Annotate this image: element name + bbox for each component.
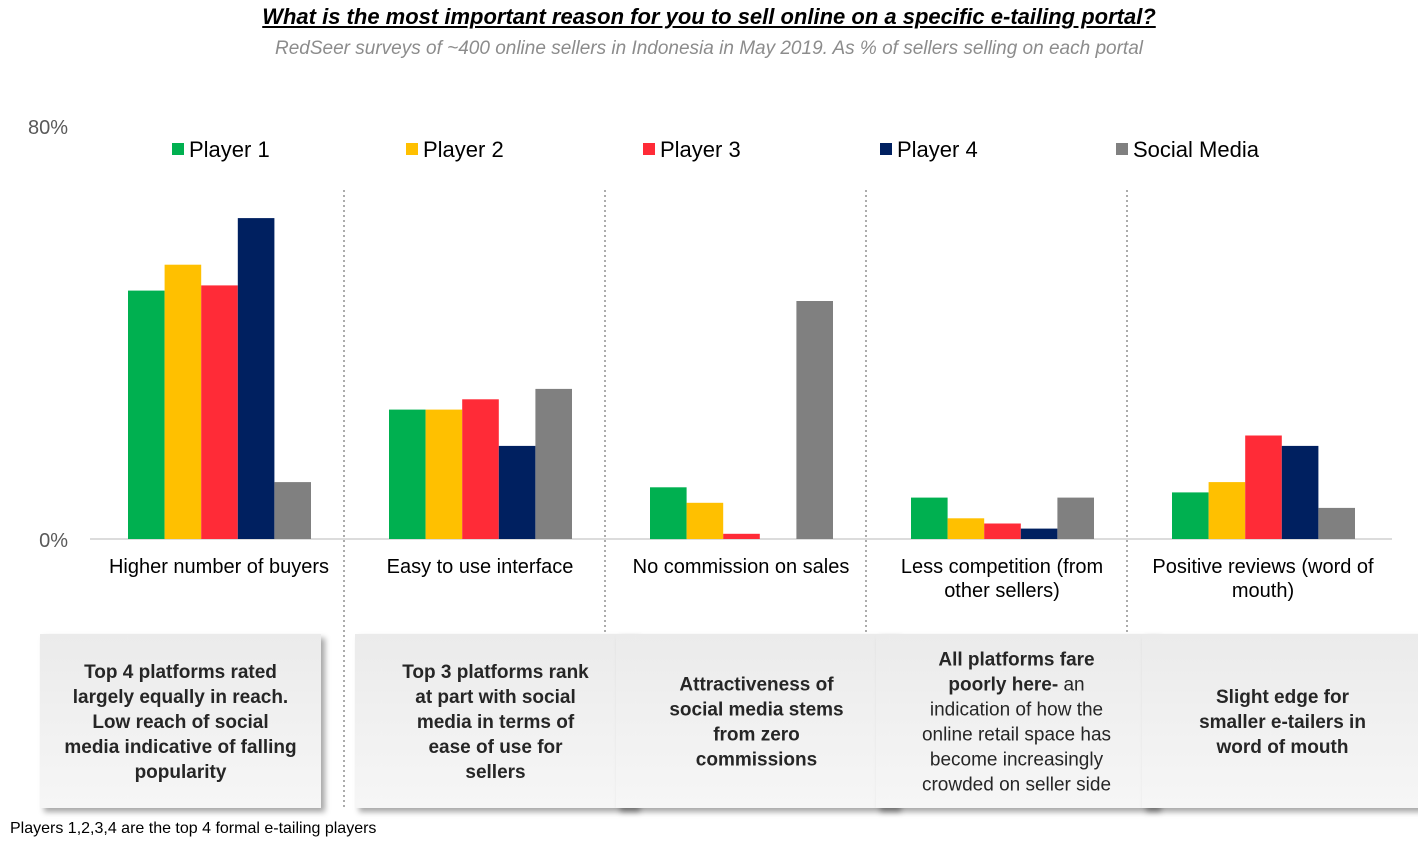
insight-text-line: sellers (465, 762, 525, 783)
insight-text: media indicative of falling (64, 737, 296, 758)
insight-text: social media stems (669, 700, 843, 721)
bar (1057, 497, 1094, 539)
bar (201, 285, 238, 539)
insight-text-line: popularity (135, 762, 227, 783)
insight-text-line: at part with social (415, 687, 575, 708)
insight-text-line: word of mouth (1216, 737, 1349, 758)
bar (686, 502, 724, 539)
legend-label: Social Media (1133, 137, 1260, 162)
bar (984, 523, 1021, 539)
insight-text-line: media indicative of falling (64, 737, 296, 758)
x-tick-label: Less competition (from (901, 556, 1103, 578)
bar (535, 388, 572, 539)
insight-text: largely equally in reach. (73, 687, 288, 708)
insight-text: online retail space has (922, 725, 1111, 746)
legend-swatch (643, 143, 655, 155)
insight-text-line: Top 4 platforms rated (84, 662, 277, 683)
insight-text-line: commissions (696, 750, 817, 771)
insight-text-line: All platforms fare (938, 650, 1094, 671)
insight-text-line: from zero (713, 725, 800, 746)
legend-label: Player 4 (897, 137, 978, 162)
bar (498, 445, 536, 539)
chart-subtitle: RedSeer surveys of ~400 online sellers i… (275, 38, 1143, 59)
bar (462, 399, 499, 539)
legend-label: Player 2 (423, 137, 504, 162)
bar (237, 218, 275, 539)
y-tick-label: 0% (39, 530, 68, 552)
bar (650, 487, 687, 540)
chart-title: What is the most important reason for yo… (262, 4, 1156, 29)
bar (796, 301, 833, 539)
insight-text: Slight edge for (1216, 687, 1350, 708)
insight-text-line: indication of how the (930, 700, 1103, 721)
bar (1318, 507, 1355, 539)
insight-box (355, 634, 636, 808)
insight-text-line: ease of use for (428, 737, 563, 758)
bar (1245, 435, 1282, 539)
insight-text-line: largely equally in reach. (73, 687, 288, 708)
footnote: Players 1,2,3,4 are the top 4 formal e-t… (10, 820, 377, 837)
insight-text: indication of how the (930, 700, 1103, 721)
insight-text-line: become increasingly (930, 750, 1104, 771)
legend-swatch (1116, 143, 1128, 155)
insight-text-line: poorly here- an (948, 675, 1084, 696)
insight-box (616, 634, 897, 808)
insight-text: poorly here- (948, 675, 1058, 696)
insight-text-line: crowded on seller side (922, 775, 1111, 796)
bar (389, 409, 426, 539)
bar (911, 497, 948, 539)
insight-text-line: Top 3 platforms rank (402, 662, 589, 683)
legend-swatch (880, 143, 892, 155)
insight-text: at part with social (415, 687, 575, 708)
x-tick-label: other sellers) (944, 580, 1060, 602)
insight-box (1142, 634, 1418, 808)
insight-text: popularity (135, 762, 227, 783)
bar (425, 409, 463, 539)
insight-box (876, 634, 1157, 808)
bar (1172, 492, 1209, 539)
x-tick-label: Positive reviews (word of (1152, 556, 1374, 578)
bar (274, 482, 311, 539)
insight-text: ease of use for (428, 737, 563, 758)
bar (1208, 482, 1246, 539)
insight-text: Low reach of social (92, 712, 268, 733)
insight-text: an (1058, 675, 1084, 696)
insight-text: media in terms of (417, 712, 575, 733)
bar (723, 533, 760, 539)
insight-text: become increasingly (930, 750, 1104, 771)
insight-text: Top 3 platforms rank (402, 662, 589, 683)
x-tick-label: mouth) (1232, 580, 1294, 602)
insight-text: Attractiveness of (679, 675, 834, 696)
bar (164, 264, 202, 539)
insight-text: smaller e-tailers in (1199, 712, 1366, 733)
bar (1020, 528, 1058, 539)
legend-swatch (172, 143, 184, 155)
bar (128, 290, 165, 539)
insight-text-line: media in terms of (417, 712, 575, 733)
x-tick-label: Higher number of buyers (109, 556, 329, 578)
insight-text: sellers (465, 762, 525, 783)
insight-text: Top 4 platforms rated (84, 662, 277, 683)
bar (947, 518, 985, 539)
insight-text-line: smaller e-tailers in (1199, 712, 1366, 733)
insight-text: word of mouth (1216, 737, 1349, 758)
insight-text-line: Attractiveness of (679, 675, 834, 696)
insight-text-line: Slight edge for (1216, 687, 1350, 708)
bar (1281, 445, 1319, 539)
insight-text: All platforms fare (938, 650, 1094, 671)
insight-text-line: online retail space has (922, 725, 1111, 746)
y-tick-label: 80% (28, 117, 68, 139)
x-tick-label: No commission on sales (633, 556, 850, 578)
legend-swatch (406, 143, 418, 155)
x-tick-label: Easy to use interface (387, 556, 574, 578)
insight-box (40, 634, 321, 808)
legend-label: Player 1 (189, 137, 270, 162)
legend-label: Player 3 (660, 137, 741, 162)
insight-text: commissions (696, 750, 817, 771)
insight-text-line: social media stems (669, 700, 843, 721)
insight-text-line: Low reach of social (92, 712, 268, 733)
insight-text: from zero (713, 725, 800, 746)
insight-text: crowded on seller side (922, 775, 1111, 796)
